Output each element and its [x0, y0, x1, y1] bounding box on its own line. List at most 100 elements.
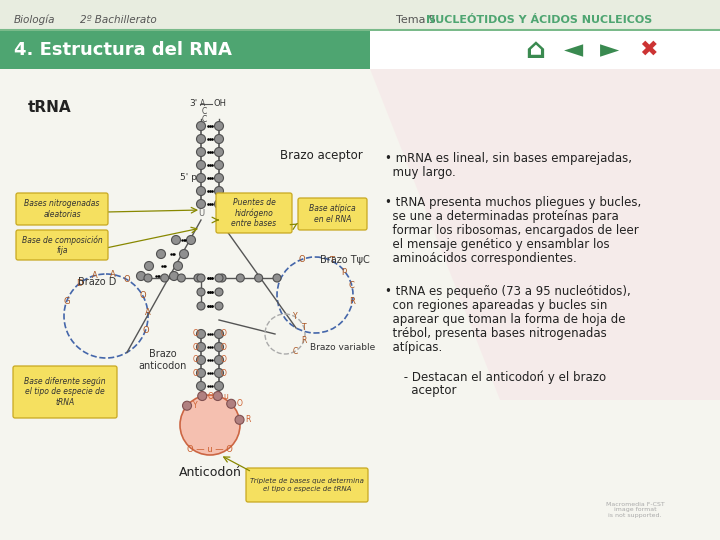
- Text: D: D: [76, 279, 82, 288]
- Text: O: O: [236, 399, 242, 408]
- Circle shape: [236, 274, 244, 282]
- Text: • tRNA presenta muchos pliegues y bucles,: • tRNA presenta muchos pliegues y bucles…: [385, 196, 642, 209]
- Circle shape: [215, 134, 223, 144]
- Circle shape: [156, 249, 166, 259]
- Text: Brazo D: Brazo D: [78, 277, 117, 287]
- Text: O: O: [299, 255, 305, 264]
- Text: A: A: [145, 308, 150, 317]
- Circle shape: [197, 355, 205, 364]
- Text: 3': 3': [190, 99, 198, 109]
- Text: 2º Bachillerato: 2º Bachillerato: [80, 15, 157, 25]
- Circle shape: [179, 249, 189, 259]
- Text: u: u: [223, 392, 228, 401]
- FancyBboxPatch shape: [16, 230, 108, 260]
- Text: atípicas.: atípicas.: [385, 341, 442, 354]
- Text: O: O: [193, 355, 199, 364]
- Text: Brazo aceptor: Brazo aceptor: [280, 148, 363, 161]
- Circle shape: [197, 274, 205, 282]
- Text: trébol, presenta bases nitrogenadas: trébol, presenta bases nitrogenadas: [385, 327, 607, 340]
- Circle shape: [197, 381, 205, 390]
- Text: 4. Estructura del RNA: 4. Estructura del RNA: [14, 41, 232, 59]
- Text: R: R: [301, 336, 307, 346]
- Text: muy largo.: muy largo.: [385, 166, 456, 179]
- Circle shape: [145, 261, 153, 271]
- Text: A: A: [92, 271, 98, 280]
- Text: Brazo
anticodon: Brazo anticodon: [139, 349, 187, 371]
- Text: Y: Y: [193, 401, 197, 410]
- FancyBboxPatch shape: [0, 31, 370, 69]
- Text: NUCLEÓTIDOS Y ÁCIDOS NUCLEICOS: NUCLEÓTIDOS Y ÁCIDOS NUCLEICOS: [426, 15, 652, 25]
- Circle shape: [137, 272, 145, 280]
- Circle shape: [177, 274, 185, 282]
- Polygon shape: [370, 69, 720, 400]
- Text: Y: Y: [293, 312, 297, 321]
- Text: O: O: [193, 342, 199, 352]
- Circle shape: [169, 272, 179, 280]
- Circle shape: [171, 235, 181, 245]
- Circle shape: [215, 329, 223, 339]
- Circle shape: [215, 186, 223, 195]
- Circle shape: [215, 160, 223, 170]
- Text: con regiones apareadas y bucles sin: con regiones apareadas y bucles sin: [385, 299, 608, 312]
- Text: se une a determinadas proteínas para: se une a determinadas proteínas para: [385, 210, 618, 223]
- Text: Macromedia F-CST
image format
is not supported.: Macromedia F-CST image format is not sup…: [606, 502, 665, 518]
- FancyBboxPatch shape: [0, 0, 720, 30]
- Text: Puentes de
hidrógeno
entre bases: Puentes de hidrógeno entre bases: [231, 198, 276, 228]
- Circle shape: [215, 173, 223, 183]
- Circle shape: [215, 147, 223, 157]
- Circle shape: [197, 186, 205, 195]
- Circle shape: [215, 381, 223, 390]
- Text: R: R: [245, 415, 251, 424]
- Text: O: O: [221, 368, 227, 377]
- Text: C: C: [202, 107, 207, 117]
- Circle shape: [197, 147, 205, 157]
- Circle shape: [215, 342, 223, 352]
- Text: T: T: [328, 256, 333, 265]
- Text: O: O: [142, 326, 149, 335]
- Text: U: U: [198, 210, 204, 219]
- FancyBboxPatch shape: [0, 69, 720, 540]
- Text: O: O: [193, 368, 199, 377]
- Text: A: A: [110, 270, 116, 279]
- Circle shape: [197, 134, 205, 144]
- FancyBboxPatch shape: [298, 198, 367, 230]
- Text: 5' p: 5' p: [180, 173, 197, 183]
- Circle shape: [180, 395, 240, 455]
- Circle shape: [194, 274, 202, 282]
- Circle shape: [215, 199, 223, 208]
- Text: Brazo variable: Brazo variable: [310, 343, 375, 353]
- Circle shape: [197, 342, 205, 352]
- Text: O: O: [216, 210, 222, 219]
- Text: formar los ribosomas, encargados de leer: formar los ribosomas, encargados de leer: [385, 224, 639, 237]
- Circle shape: [197, 329, 205, 339]
- Text: O: O: [207, 392, 213, 401]
- Circle shape: [227, 399, 235, 408]
- Circle shape: [144, 274, 152, 282]
- Text: Bases nitrogenadas
aleatorias: Bases nitrogenadas aleatorias: [24, 199, 99, 219]
- Circle shape: [197, 160, 205, 170]
- Text: C: C: [348, 281, 355, 289]
- Circle shape: [197, 122, 205, 131]
- Text: G: G: [63, 297, 70, 306]
- Circle shape: [213, 392, 222, 401]
- Circle shape: [215, 368, 223, 377]
- Text: C: C: [292, 347, 297, 356]
- FancyBboxPatch shape: [16, 193, 108, 225]
- Text: O: O: [124, 275, 130, 284]
- Circle shape: [197, 368, 205, 377]
- Circle shape: [197, 199, 205, 208]
- Text: ►: ►: [600, 38, 620, 62]
- Text: p: p: [341, 266, 347, 275]
- Text: A: A: [200, 99, 205, 109]
- Circle shape: [215, 302, 223, 310]
- Text: Tema 5.: Tema 5.: [396, 15, 443, 25]
- Text: Anticodoń: Anticodoń: [179, 467, 241, 480]
- Text: • mRNA es lineal, sin bases emparejadas,: • mRNA es lineal, sin bases emparejadas,: [385, 152, 632, 165]
- Circle shape: [197, 173, 205, 183]
- Text: aminoácidos correspondientes.: aminoácidos correspondientes.: [385, 252, 577, 265]
- Text: OH: OH: [214, 99, 227, 109]
- Text: el mensaje genético y ensamblar los: el mensaje genético y ensamblar los: [385, 238, 610, 251]
- Circle shape: [174, 261, 182, 271]
- Text: Brazo TψC: Brazo TψC: [320, 255, 370, 265]
- Text: • tRNA es pequeño (73 a 95 nucleótidos),: • tRNA es pequeño (73 a 95 nucleótidos),: [385, 285, 631, 298]
